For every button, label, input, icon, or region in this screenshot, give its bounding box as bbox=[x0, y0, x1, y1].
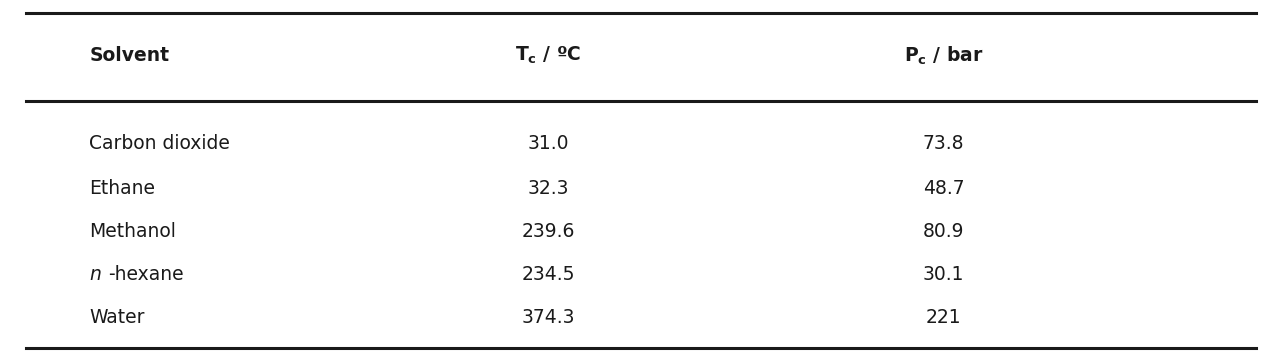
Text: Water: Water bbox=[89, 308, 145, 327]
Text: $\mathbf{P_c}$ / bar: $\mathbf{P_c}$ / bar bbox=[904, 45, 983, 67]
Text: Ethane: Ethane bbox=[89, 179, 156, 198]
Text: Carbon dioxide: Carbon dioxide bbox=[89, 134, 230, 153]
Text: 80.9: 80.9 bbox=[923, 222, 964, 241]
Text: 239.6: 239.6 bbox=[521, 222, 575, 241]
Text: $\mathbf{T_c}$ / ºC: $\mathbf{T_c}$ / ºC bbox=[515, 45, 581, 66]
Text: 31.0: 31.0 bbox=[528, 134, 569, 153]
Text: 32.3: 32.3 bbox=[528, 179, 569, 198]
Text: 73.8: 73.8 bbox=[923, 134, 964, 153]
Text: 221: 221 bbox=[926, 308, 961, 327]
Text: -hexane: -hexane bbox=[108, 265, 184, 284]
Text: 234.5: 234.5 bbox=[521, 265, 575, 284]
Text: 48.7: 48.7 bbox=[923, 179, 964, 198]
Text: 374.3: 374.3 bbox=[521, 308, 575, 327]
Text: Solvent: Solvent bbox=[89, 46, 170, 65]
Text: n: n bbox=[89, 265, 101, 284]
Text: 30.1: 30.1 bbox=[923, 265, 964, 284]
Text: Methanol: Methanol bbox=[89, 222, 176, 241]
